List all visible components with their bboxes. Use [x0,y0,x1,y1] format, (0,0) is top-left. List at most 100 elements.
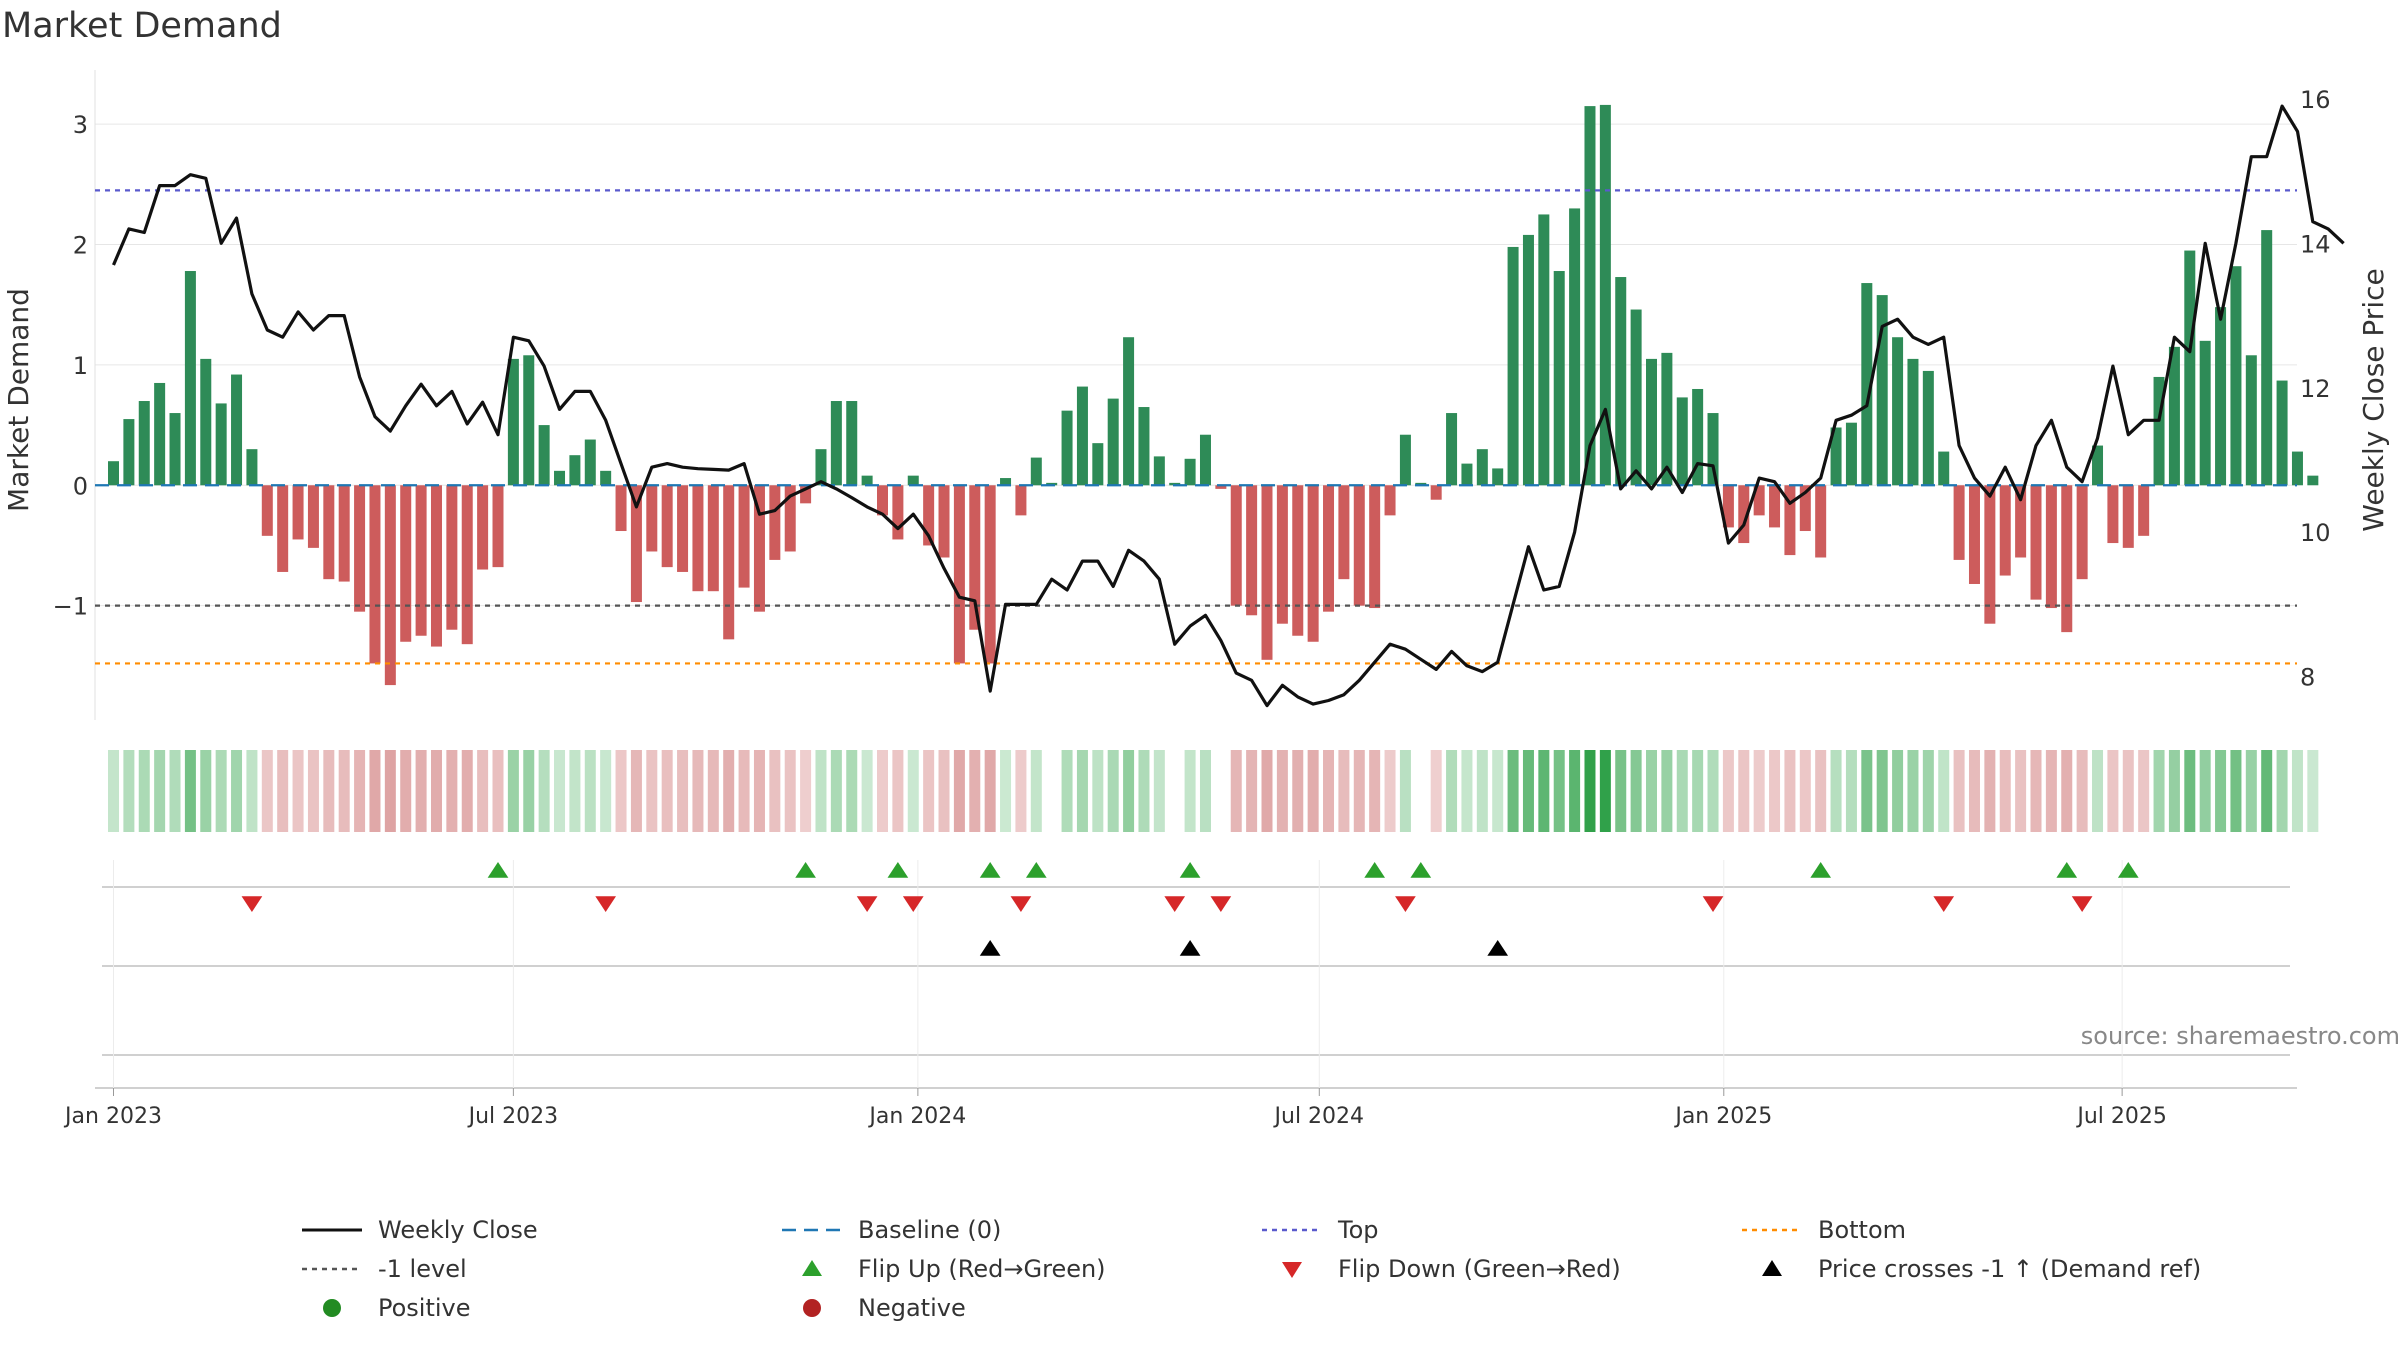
heat-cell [1153,750,1165,832]
heat-cell [246,750,258,832]
demand-bar [738,485,750,588]
demand-bar [1446,413,1458,486]
demand-bar [2261,230,2273,486]
demand-bar [123,419,135,486]
demand-bar [2199,340,2211,486]
demand-bar [861,475,873,486]
demand-bar [1061,410,1073,486]
heat-cell [446,750,458,832]
legend-label: Price crosses -1 ↑ (Demand ref) [1818,1255,2202,1283]
heat-cell [307,750,319,832]
heat-cell [1984,750,1996,832]
demand-bar [215,403,227,486]
heat-cell [538,750,550,832]
demand-bar [2215,307,2227,486]
legend-label: Top [1338,1216,1379,1244]
demand-bar [1722,485,1734,528]
demand-bar [1338,485,1350,580]
demand-bar [1000,478,1012,486]
demand-bar [446,485,458,630]
demand-bar [415,485,427,636]
heat-cell [1553,750,1565,832]
flip-up-marker [795,862,816,878]
demand-bar [184,271,196,486]
demand-bar [554,470,566,486]
demand-bar [1076,386,1088,486]
demand-bar [1415,482,1427,486]
demand-bar [538,425,550,486]
y2-tick-label: 12 [2300,375,2331,403]
x-tick-label: Jul 2023 [467,1104,559,1129]
heat-cell [1461,750,1473,832]
heat-cell [938,750,950,832]
demand-bar [1646,358,1657,486]
heat-cell [615,750,627,832]
demand-bar [569,455,581,486]
legend-swatch-top [1262,1228,1322,1232]
heat-cell [492,750,504,832]
demand-bar [584,439,596,486]
heat-cell [769,750,781,832]
heat-cell [1323,750,1335,832]
heat-cell [1968,750,1980,832]
legend-swatch-bottom [1742,1228,1802,1232]
heat-cell [1938,750,1950,832]
y2-tick-label: 14 [2300,230,2331,258]
demand-bar [907,475,919,486]
demand-bar [1830,427,1842,486]
heat-cell [415,750,427,832]
heat-cell [692,750,704,832]
demand-bar [2245,355,2257,486]
heat-cell [1507,750,1519,832]
y-tick-label: 1 [73,352,88,380]
heat-cell [892,750,904,832]
legend-swatch-negative [803,1299,821,1317]
y2-axis-label: Weekly Close Price [2357,268,2390,531]
heat-cell [1076,750,1088,832]
heat-cell [1538,750,1550,832]
legend-label: Negative [858,1294,966,1322]
demand-bar [1015,485,1027,516]
demand-bar [1030,457,1042,486]
demand-bar [1323,485,1335,612]
demand-bar [1845,422,1857,486]
heat-cell [646,750,658,832]
demand-bar [800,485,812,504]
heat-cell [2199,750,2211,832]
heat-cell [2107,750,2119,832]
heat-cell [569,750,581,832]
demand-bar [292,485,304,540]
demand-bar [815,449,827,486]
flip-up-marker [887,862,909,878]
heat-cell [984,750,996,832]
demand-bar [1307,485,1319,642]
legend-swatch-baseline [782,1228,842,1232]
heat-cell [584,750,596,832]
demand-bar [953,485,965,664]
x-tick-label: Jul 2024 [1273,1104,1365,1129]
heat-cell [953,750,965,832]
demand-bar [1507,246,1519,486]
demand-bar [1369,485,1381,609]
flip-down-marker [1395,896,1416,912]
heat-cell [677,750,689,832]
demand-bar [1399,434,1411,486]
heat-cell [1184,750,1196,832]
heat-cell [1676,750,1688,832]
flip-down-marker [1164,896,1186,912]
heat-cell [523,750,535,832]
heat-cell [169,750,181,832]
demand-bar [1630,309,1642,486]
flip-up-marker [487,862,509,878]
demand-bar [2076,485,2088,580]
legend-label: Bottom [1818,1216,1907,1244]
heat-cell [1261,750,1273,832]
heat-cell [1399,750,1411,832]
demand-bar [1815,485,1827,558]
heat-cell [830,750,842,832]
y-axis-label: Market Demand [2,288,35,512]
demand-bar [169,413,181,486]
demand-bar [1784,485,1796,556]
heat-cell [277,750,289,832]
heat-cell [877,750,888,832]
